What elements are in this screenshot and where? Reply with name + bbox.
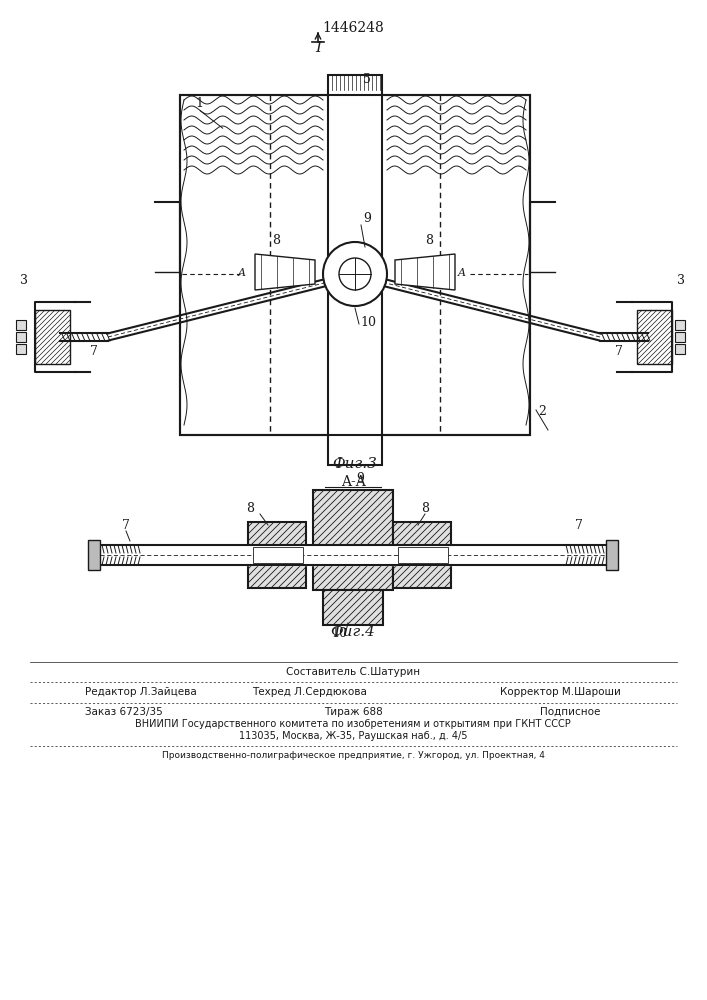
Text: 1: 1 (195, 97, 203, 110)
Text: 10: 10 (331, 627, 347, 640)
Bar (16, 320, 26, 330)
Bar (313, 490, 393, 590)
Text: I: I (315, 41, 321, 55)
Bar (675, 344, 685, 354)
Text: 1446248: 1446248 (322, 21, 384, 35)
Bar (675, 320, 685, 330)
Bar (675, 332, 685, 342)
Text: Составитель С.Шатурин: Составитель С.Шатурин (286, 667, 420, 677)
Text: 7: 7 (122, 519, 130, 532)
Text: 2: 2 (538, 405, 546, 418)
Text: 8: 8 (246, 502, 254, 515)
Bar (323, 590, 383, 625)
Bar (398, 547, 448, 563)
Bar (248, 522, 306, 588)
Text: A: A (238, 268, 246, 278)
Bar (180, 95, 530, 435)
Bar (637, 310, 672, 364)
Bar (180, 95, 530, 435)
Text: 8: 8 (272, 234, 280, 247)
Bar (16, 332, 26, 342)
Bar (16, 344, 26, 354)
Text: 7: 7 (575, 519, 583, 532)
Bar (328, 75, 382, 465)
Text: Фиг.4: Фиг.4 (331, 625, 375, 639)
Text: 9: 9 (363, 212, 371, 225)
Text: A-A: A-A (341, 475, 366, 489)
Bar (35, 310, 70, 364)
Text: Корректор М.Шароши: Корректор М.Шароши (500, 687, 621, 697)
Text: Подписное: Подписное (540, 707, 600, 717)
Bar (393, 522, 451, 588)
Text: 3: 3 (20, 274, 28, 287)
Text: 3: 3 (677, 274, 685, 287)
Polygon shape (255, 254, 315, 290)
Circle shape (323, 242, 387, 306)
Polygon shape (395, 254, 455, 290)
Text: 113035, Москва, Ж-35, Раушская наб., д. 4/5: 113035, Москва, Ж-35, Раушская наб., д. … (239, 731, 467, 741)
Bar (253, 547, 303, 563)
Text: 10: 10 (360, 316, 376, 329)
Text: Тираж 688: Тираж 688 (324, 707, 382, 717)
Text: A: A (458, 268, 466, 278)
Text: 5: 5 (363, 73, 371, 86)
Text: Фиг.3: Фиг.3 (332, 457, 378, 471)
Text: 9: 9 (356, 472, 364, 485)
Text: Производственно-полиграфическое предприятие, г. Ужгород, ул. Проектная, 4: Производственно-полиграфическое предприя… (162, 752, 544, 760)
Text: 8: 8 (421, 502, 429, 515)
Text: 7: 7 (615, 345, 623, 358)
Text: Редактор Л.Зайцева: Редактор Л.Зайцева (85, 687, 197, 697)
Text: 8: 8 (425, 234, 433, 247)
Text: 7: 7 (90, 345, 98, 358)
Bar (88, 540, 100, 570)
Circle shape (339, 258, 371, 290)
Bar (606, 540, 618, 570)
Text: ВНИИПИ Государственного комитета по изобретениям и открытиям при ГКНТ СССР: ВНИИПИ Государственного комитета по изоб… (135, 719, 571, 729)
Text: Заказ 6723/35: Заказ 6723/35 (85, 707, 163, 717)
Text: Техред Л.Сердюкова: Техред Л.Сердюкова (252, 687, 368, 697)
